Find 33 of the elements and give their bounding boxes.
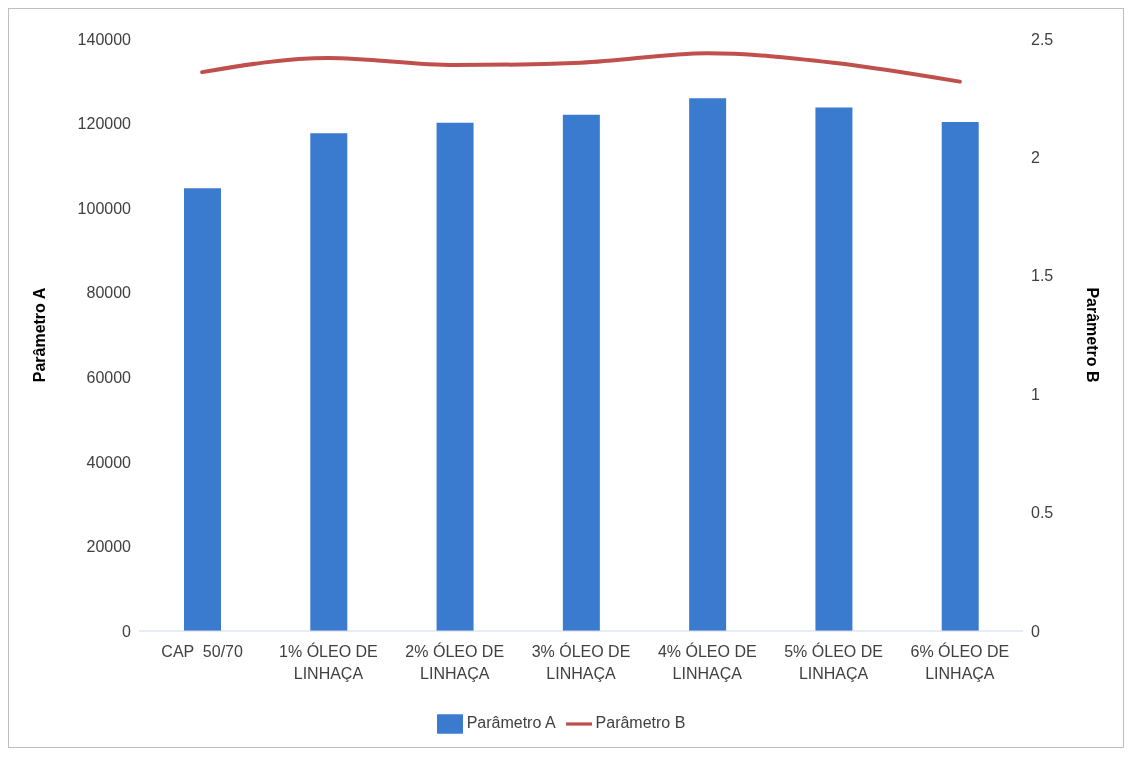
x-tick-label: 3% ÓLEO DE LINHAÇA: [531, 642, 631, 682]
y-tick-label: 120000: [77, 115, 132, 133]
y-axis-title: Parâmetro A: [30, 287, 48, 383]
legend-label: Parâmetro A: [466, 714, 556, 732]
bar: [941, 121, 979, 631]
x-tick-label: 4% ÓLEO DE LINHAÇA: [657, 642, 757, 682]
line-series: [200, 51, 962, 84]
y2-tick-label: 2: [1031, 149, 1040, 167]
y-tick-label: 80000: [86, 284, 132, 302]
y-tick-label: 40000: [86, 453, 132, 471]
bar: [310, 133, 348, 631]
y2-tick-label: 0.5: [1031, 504, 1054, 522]
y-tick-label: 0: [122, 622, 132, 640]
x-tick-label: 1% ÓLEO DE LINHAÇA: [279, 642, 378, 682]
x-tick-label: 6% ÓLEO DE LINHAÇA: [910, 642, 1010, 682]
y2-axis-title: Parâmetro B: [1084, 287, 1102, 383]
legend-label: Parâmetro B: [595, 714, 686, 732]
x-tick-label: CAP 50/70: [161, 643, 244, 660]
bar: [689, 98, 727, 631]
y2-tick-label: 1: [1031, 385, 1040, 403]
bar: [562, 114, 600, 631]
y-tick-label: 20000: [86, 538, 132, 556]
y-tick-label: 100000: [77, 199, 132, 217]
x-tick-label: 2% ÓLEO DE LINHAÇA: [405, 642, 505, 682]
y2-tick-label: 2.5: [1031, 30, 1054, 48]
y-tick-label: 60000: [86, 368, 132, 386]
bar: [184, 188, 221, 631]
y2-tick-label: 0: [1031, 622, 1040, 640]
bar: [436, 122, 474, 631]
bar: [815, 107, 853, 631]
x-tick-label: 5% ÓLEO DE LINHAÇA: [784, 642, 883, 682]
y-tick-label: 140000: [77, 30, 132, 48]
y2-tick-label: 1.5: [1031, 267, 1054, 285]
